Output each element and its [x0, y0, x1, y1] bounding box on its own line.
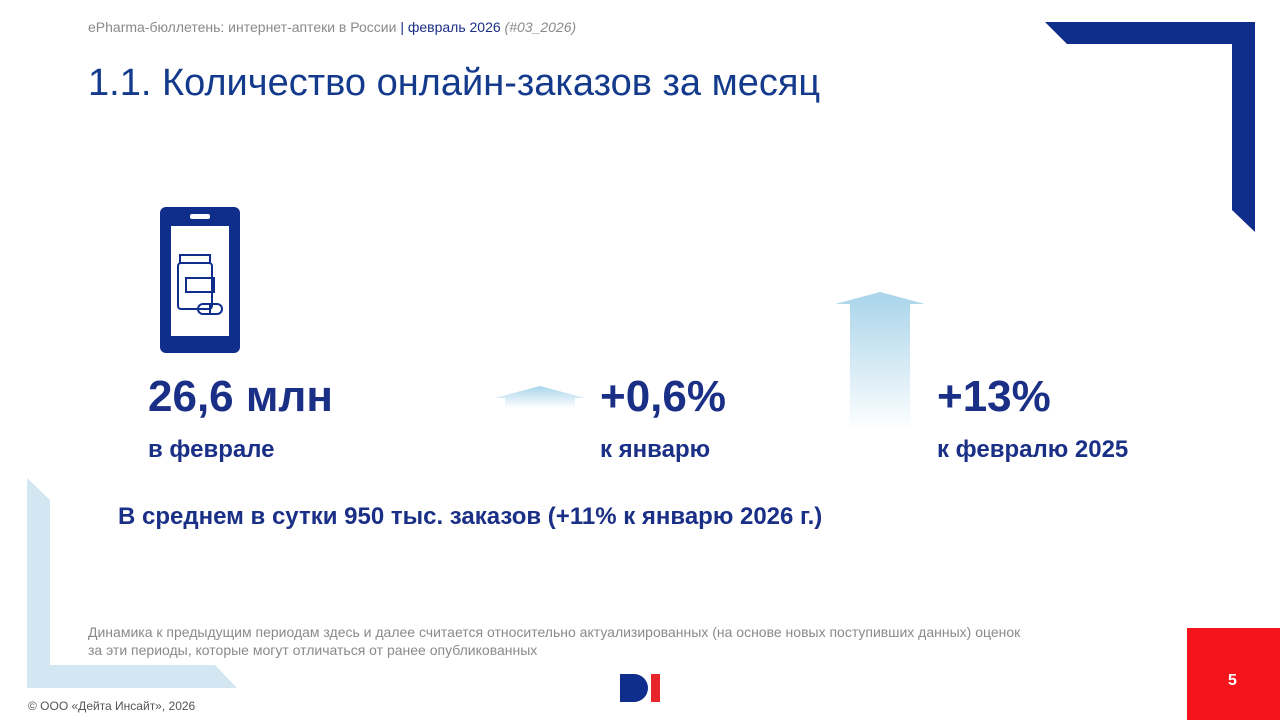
metric-label: к февралю 2025 — [937, 436, 1129, 463]
header: ePharma-бюллетень: интернет-аптеки в Рос… — [88, 19, 576, 35]
note-line: за эти периоды, которые могут отличаться… — [88, 642, 538, 658]
page-number: 5 — [1228, 672, 1237, 689]
period: февраль 2026 — [407, 19, 501, 35]
copyright: © ООО «Дейта Инсайт», 2026 — [28, 699, 196, 713]
metric-value: 26,6 млн — [148, 372, 333, 421]
metric-label: к январю — [600, 436, 711, 463]
note-line: Динамика к предыдущим периодам здесь и д… — [88, 624, 1021, 640]
publication: ePharma-бюллетень: интернет-аптеки в Рос… — [88, 19, 397, 35]
metric-label: в феврале — [148, 436, 275, 463]
corner-top — [1045, 22, 1255, 232]
issue: (#03_2026) — [504, 19, 577, 35]
separator: | — [400, 19, 404, 35]
title: 1.1. Количество онлайн-заказов за месяц — [88, 62, 821, 104]
arrow-large — [835, 292, 925, 432]
metric-value: +0,6% — [600, 372, 726, 421]
arrow-small — [495, 386, 585, 408]
phone-icon — [160, 207, 240, 353]
logo — [620, 674, 660, 702]
page-box — [1187, 628, 1280, 720]
corner-bottom — [27, 478, 237, 688]
summary: В среднем в сутки 950 тыс. заказов (+11%… — [118, 503, 823, 530]
metric-value: +13% — [937, 372, 1051, 421]
